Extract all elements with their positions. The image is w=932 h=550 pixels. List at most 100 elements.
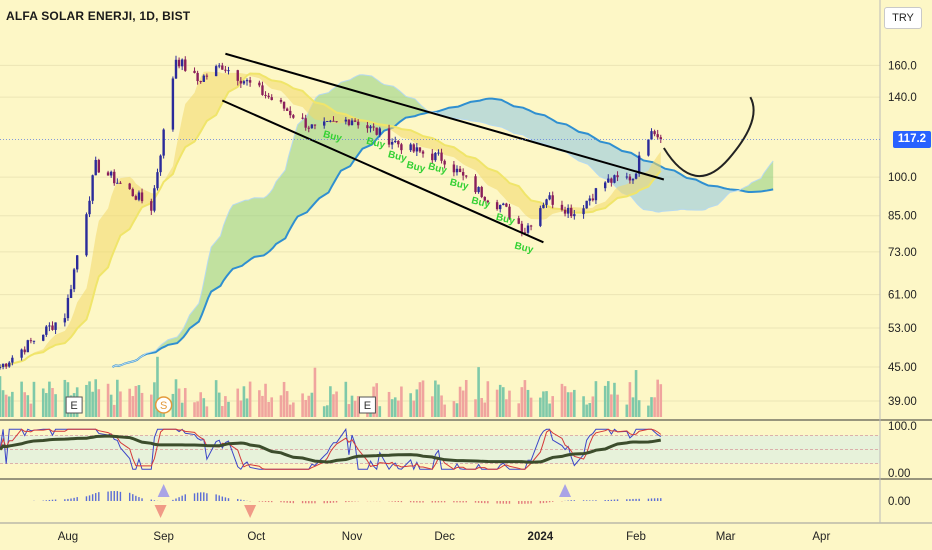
ribbon-edge bbox=[0, 72, 662, 368]
candle-body bbox=[199, 81, 202, 83]
time-axis-label: Nov bbox=[342, 531, 363, 543]
volume-bar bbox=[418, 382, 422, 417]
candle-body bbox=[551, 195, 554, 205]
volume-bar bbox=[45, 393, 48, 417]
candle-body bbox=[400, 144, 403, 151]
macd-cross-down-marker bbox=[244, 505, 257, 518]
candle-body bbox=[347, 119, 351, 126]
candle-body bbox=[282, 101, 286, 109]
volume-bar bbox=[483, 402, 487, 417]
candle-body bbox=[1, 363, 5, 368]
volume-bar bbox=[440, 395, 443, 417]
candle-body bbox=[270, 97, 273, 101]
volume-bar bbox=[335, 391, 338, 417]
volume-bar bbox=[631, 397, 635, 417]
candle-body bbox=[292, 115, 295, 118]
volume-bar bbox=[325, 405, 329, 417]
candle-body bbox=[545, 199, 548, 205]
volume-bar bbox=[542, 391, 545, 417]
volume-bar bbox=[304, 399, 307, 417]
chart-title: ALFA SOLAR ENERJI, 1D, BIST bbox=[6, 9, 191, 23]
candle-body bbox=[634, 173, 638, 179]
volume-bar bbox=[310, 392, 314, 417]
price-candles bbox=[0, 55, 662, 370]
macd-cross-down-marker bbox=[154, 505, 167, 518]
volume-bar bbox=[301, 393, 304, 417]
candle-body bbox=[539, 208, 542, 226]
volume-bar bbox=[653, 397, 656, 417]
volume-bar bbox=[356, 396, 360, 417]
candle-body bbox=[582, 208, 585, 215]
volume-bar bbox=[585, 404, 588, 417]
split-marker bbox=[154, 396, 173, 414]
volume-bar bbox=[119, 391, 122, 417]
candle-body bbox=[4, 363, 8, 367]
candle-body bbox=[91, 175, 94, 201]
volume-bar bbox=[11, 391, 14, 417]
candle-body bbox=[264, 94, 267, 96]
trendline-1 bbox=[221, 99, 544, 244]
candle-body bbox=[261, 85, 264, 95]
candle-body bbox=[326, 120, 329, 122]
volume-bar bbox=[347, 404, 351, 417]
candle-body bbox=[279, 100, 283, 102]
macd-pane bbox=[33, 484, 662, 518]
candle-body bbox=[452, 164, 456, 173]
volume-bar bbox=[205, 406, 209, 417]
candle-body bbox=[523, 232, 527, 234]
stochastic-pane bbox=[0, 427, 880, 471]
candle-body bbox=[520, 223, 524, 233]
volume-bar bbox=[63, 379, 67, 417]
volume-bar bbox=[54, 394, 57, 417]
volume-bar bbox=[520, 387, 524, 417]
candle-body bbox=[474, 176, 477, 193]
candle-body bbox=[335, 121, 338, 123]
volume-bar bbox=[51, 388, 54, 417]
candle-body bbox=[224, 69, 227, 71]
candle-body bbox=[51, 325, 54, 330]
volume-bar bbox=[7, 396, 11, 417]
candle-body bbox=[409, 144, 412, 151]
volume-bar bbox=[606, 381, 610, 417]
stoch-k-line bbox=[0, 427, 662, 471]
candle-body bbox=[258, 82, 261, 86]
currency-button[interactable]: TRY bbox=[884, 7, 922, 29]
candle-body bbox=[45, 326, 48, 335]
candle-body bbox=[421, 151, 425, 154]
volume-bar bbox=[1, 390, 5, 417]
candle-body bbox=[23, 349, 26, 353]
candle-body bbox=[113, 171, 116, 184]
volume-bar bbox=[505, 399, 508, 417]
price-axis-label: 39.00 bbox=[888, 396, 917, 408]
buy-signal-label: Buy bbox=[322, 129, 343, 144]
volume-bar bbox=[128, 388, 131, 417]
volume-bar bbox=[258, 390, 261, 417]
candle-body bbox=[32, 340, 36, 342]
candle-body bbox=[434, 152, 437, 161]
candle-body bbox=[137, 192, 141, 200]
candle-body bbox=[245, 80, 249, 82]
volume-bar bbox=[387, 391, 391, 417]
volume-bar bbox=[412, 400, 416, 417]
candle-body bbox=[628, 176, 632, 181]
oscillator-axis-label: 0.00 bbox=[888, 468, 910, 480]
candle-body bbox=[313, 124, 317, 126]
candle-body bbox=[508, 206, 511, 219]
volume-bar bbox=[329, 386, 332, 417]
candle-body bbox=[517, 218, 520, 224]
candle-body bbox=[437, 152, 440, 154]
candle-body bbox=[603, 182, 607, 189]
volume-bar bbox=[616, 394, 619, 417]
volume-bar bbox=[508, 390, 511, 417]
candle-body bbox=[375, 127, 378, 135]
candle-body bbox=[625, 176, 629, 178]
volume-bar bbox=[591, 396, 595, 417]
volume-bar bbox=[400, 386, 403, 417]
time-axis-label: Apr bbox=[812, 531, 830, 543]
candle-body bbox=[20, 349, 23, 358]
volume-bar bbox=[548, 403, 551, 417]
candle-body bbox=[356, 121, 360, 126]
volume-bar bbox=[452, 401, 456, 417]
